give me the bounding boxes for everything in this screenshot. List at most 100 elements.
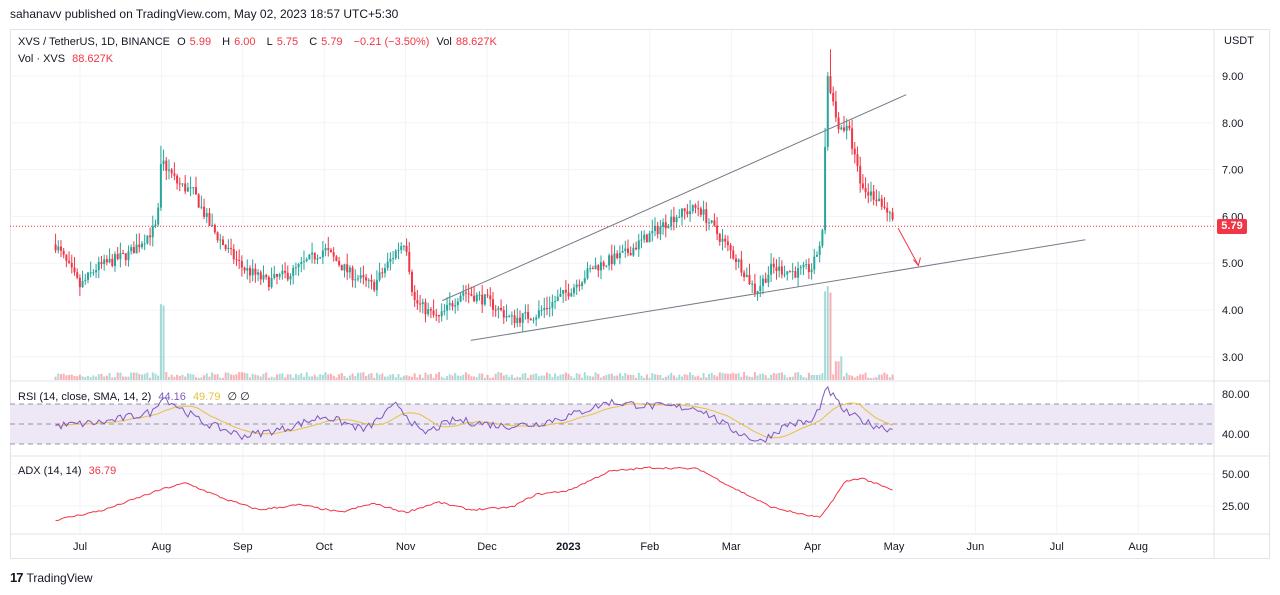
candle-body bbox=[375, 279, 378, 291]
candle-body bbox=[200, 206, 203, 208]
candle-body bbox=[192, 187, 195, 189]
candle-body bbox=[500, 307, 503, 311]
candle-body bbox=[176, 175, 179, 184]
candle-body bbox=[292, 267, 295, 276]
volume-bar bbox=[316, 376, 319, 380]
volume-bar bbox=[289, 374, 292, 380]
volume-bar bbox=[570, 376, 573, 380]
candle-body bbox=[597, 265, 600, 271]
volume-bar bbox=[230, 374, 233, 380]
candle-body bbox=[351, 267, 354, 281]
candle-body bbox=[381, 272, 384, 274]
candle-body bbox=[416, 300, 419, 304]
volume-bar bbox=[748, 376, 751, 380]
volume-bar bbox=[802, 377, 805, 380]
candle-body bbox=[710, 220, 713, 223]
volume-bar bbox=[189, 373, 192, 380]
candle-body bbox=[338, 260, 341, 266]
candle-body bbox=[243, 267, 246, 271]
candle-body bbox=[186, 187, 189, 192]
candle-body bbox=[159, 164, 162, 208]
candle-body bbox=[548, 307, 551, 309]
candle-body bbox=[575, 284, 578, 288]
volume-bar bbox=[842, 376, 845, 380]
volume-bar bbox=[807, 372, 810, 380]
vol-value: 88.627K bbox=[455, 36, 497, 48]
candle-body bbox=[408, 251, 411, 272]
candle-body bbox=[689, 211, 692, 215]
volume-bar bbox=[459, 375, 462, 380]
volume-bar bbox=[581, 377, 584, 380]
candle-body bbox=[643, 234, 646, 240]
candle-body bbox=[564, 290, 567, 293]
candle-body bbox=[613, 253, 616, 265]
volume-bar bbox=[178, 375, 181, 380]
volume-bar bbox=[572, 377, 575, 380]
volume-bar bbox=[70, 374, 73, 380]
candle-body bbox=[748, 274, 751, 285]
volume-bar bbox=[875, 377, 878, 380]
open-label: O bbox=[177, 36, 186, 48]
volume-bar bbox=[643, 377, 646, 380]
volume-bar bbox=[278, 373, 281, 380]
volume-bar bbox=[281, 373, 284, 380]
candle-body bbox=[367, 279, 370, 281]
price-legend: XVS / TetherUS, 1D, BINANCE O 5.99 H 6.00 … bbox=[18, 36, 505, 48]
volume-bar bbox=[383, 376, 386, 380]
volume-bar bbox=[221, 377, 224, 380]
volume-bar bbox=[824, 291, 827, 380]
candle-body bbox=[410, 271, 413, 292]
volume-bar bbox=[583, 372, 586, 380]
candle-body bbox=[845, 125, 848, 131]
currency-label: USDT bbox=[1224, 35, 1254, 47]
candle-body bbox=[502, 310, 505, 318]
volume-bar bbox=[551, 376, 554, 380]
candle-body bbox=[413, 291, 416, 301]
volume-bar bbox=[621, 375, 624, 380]
volume-bar bbox=[632, 375, 635, 380]
volume-bar bbox=[535, 373, 538, 380]
candle-body bbox=[365, 277, 368, 281]
volume-bar bbox=[119, 372, 122, 380]
volume-bar bbox=[181, 374, 184, 380]
candle-body bbox=[853, 148, 856, 155]
volume-bar bbox=[548, 373, 551, 380]
volume-bar bbox=[400, 377, 403, 380]
candle-body bbox=[805, 264, 808, 266]
volume-bar bbox=[348, 375, 351, 380]
candle-body bbox=[270, 277, 273, 288]
candle-body bbox=[702, 209, 705, 215]
candle-body bbox=[799, 267, 802, 269]
volume-bar bbox=[329, 373, 332, 380]
chart-frame[interactable] bbox=[10, 29, 1270, 559]
candle-body bbox=[462, 292, 465, 296]
candle-body bbox=[346, 264, 349, 273]
candle-body bbox=[851, 128, 854, 149]
y-tick-label: 4.00 bbox=[1222, 305, 1243, 317]
volume-bar bbox=[313, 374, 316, 380]
volume-bar bbox=[656, 374, 659, 380]
volume-bar bbox=[753, 372, 756, 380]
candle-body bbox=[756, 291, 759, 294]
candle-body bbox=[194, 187, 197, 195]
candle-body bbox=[332, 252, 335, 257]
volume-bar bbox=[629, 374, 632, 380]
volume-bar bbox=[211, 372, 214, 380]
candle-body bbox=[238, 259, 241, 262]
candle-body bbox=[624, 248, 627, 251]
candle-body bbox=[807, 264, 810, 273]
lower-trendline bbox=[470, 239, 1086, 341]
volume-bar bbox=[235, 374, 238, 380]
candle-body bbox=[267, 276, 270, 288]
volume-bar bbox=[173, 376, 176, 380]
volume-bar bbox=[302, 376, 305, 380]
volume-bar bbox=[883, 372, 886, 380]
candle-body bbox=[653, 225, 656, 231]
volume-legend: Vol · XVS 88.627K bbox=[18, 53, 117, 65]
y-tick-label: 8.00 bbox=[1222, 118, 1243, 130]
x-tick-label: Sep bbox=[233, 541, 253, 553]
volume-bar bbox=[648, 377, 651, 380]
candle-body bbox=[184, 183, 187, 192]
volume-bar bbox=[545, 372, 548, 380]
